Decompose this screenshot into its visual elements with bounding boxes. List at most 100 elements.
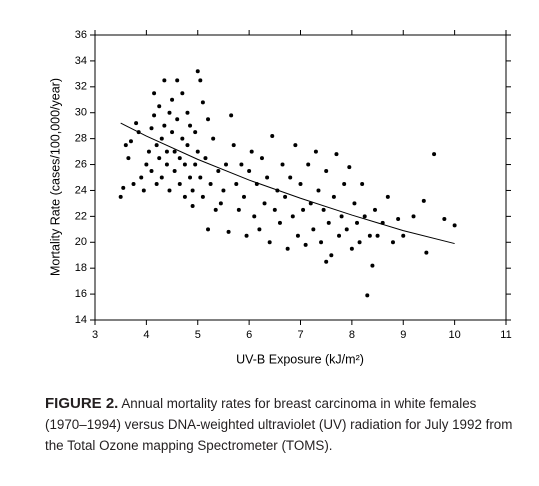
point [303, 242, 308, 247]
y-tick-label: 24 [75, 184, 87, 196]
point [334, 152, 339, 157]
point [355, 220, 360, 225]
point [128, 139, 133, 144]
trend-line [120, 122, 455, 245]
point [200, 194, 205, 199]
x-tick-label: 5 [195, 329, 201, 341]
point [337, 233, 342, 238]
point [411, 214, 416, 219]
point [216, 169, 221, 174]
plot-frame [94, 34, 507, 321]
point [401, 233, 406, 238]
point [298, 181, 303, 186]
point [206, 117, 211, 122]
point [162, 78, 167, 83]
point [319, 240, 324, 245]
point [234, 181, 239, 186]
point [164, 162, 169, 167]
point [123, 143, 128, 148]
point [324, 259, 329, 264]
point [344, 227, 349, 232]
point [375, 233, 380, 238]
point [172, 169, 177, 174]
point [182, 194, 187, 199]
caption: FIGURE 2. Annual mortality rates for bre… [45, 393, 515, 456]
y-tick-label: 18 [75, 262, 87, 274]
point [193, 162, 198, 167]
point [152, 91, 157, 96]
x-tick-label: 9 [400, 329, 406, 341]
point [149, 126, 154, 131]
point [149, 169, 154, 174]
point [177, 156, 182, 161]
point [224, 162, 229, 167]
x-tick-label: 8 [349, 329, 355, 341]
chart: UV-B Exposure (kJ/m²) Mortality Rate (ca… [48, 29, 511, 366]
point [188, 175, 193, 180]
point [295, 233, 300, 238]
point [313, 149, 318, 154]
point [241, 194, 246, 199]
point [259, 156, 264, 161]
point [372, 207, 377, 212]
point [185, 110, 190, 115]
point [247, 169, 252, 174]
point [367, 233, 372, 238]
point [167, 110, 172, 115]
point [154, 181, 159, 186]
point [316, 188, 321, 193]
point [121, 185, 126, 190]
y-tick-label: 30 [75, 107, 87, 119]
point [321, 207, 326, 212]
x-tick-label: 6 [246, 329, 252, 341]
point [226, 229, 231, 234]
point [270, 134, 275, 139]
x-tick-label: 11 [500, 329, 511, 341]
point [211, 136, 216, 141]
x-tick-label: 4 [143, 329, 149, 341]
point [208, 181, 213, 186]
point [257, 227, 262, 232]
point [152, 113, 157, 118]
point [283, 194, 288, 199]
point [396, 216, 401, 221]
point [306, 162, 311, 167]
x-tick-label: 10 [449, 329, 461, 341]
point [301, 207, 306, 212]
point [182, 162, 187, 167]
point [157, 156, 162, 161]
point [154, 143, 159, 148]
point [144, 162, 149, 167]
point [362, 214, 367, 219]
point [357, 240, 362, 245]
point [421, 198, 426, 203]
point [175, 117, 180, 122]
point [190, 204, 195, 208]
point [193, 130, 198, 135]
point [432, 152, 437, 157]
point [170, 130, 175, 135]
point [272, 207, 277, 212]
point [239, 162, 244, 167]
y-tick-label: 20 [75, 236, 87, 248]
point [252, 214, 257, 219]
point [231, 143, 236, 148]
point [175, 78, 180, 83]
point [280, 162, 285, 167]
point [131, 181, 136, 186]
point [139, 175, 144, 180]
point [190, 188, 195, 193]
point [347, 165, 352, 170]
y-tick-label: 26 [75, 158, 87, 170]
point [370, 263, 375, 268]
point [424, 250, 429, 255]
point [329, 253, 334, 258]
point [206, 227, 211, 232]
point [349, 246, 354, 251]
point [159, 175, 164, 180]
y-tick-label: 34 [75, 55, 87, 67]
point [442, 216, 447, 221]
point [326, 220, 331, 225]
point [324, 169, 329, 174]
